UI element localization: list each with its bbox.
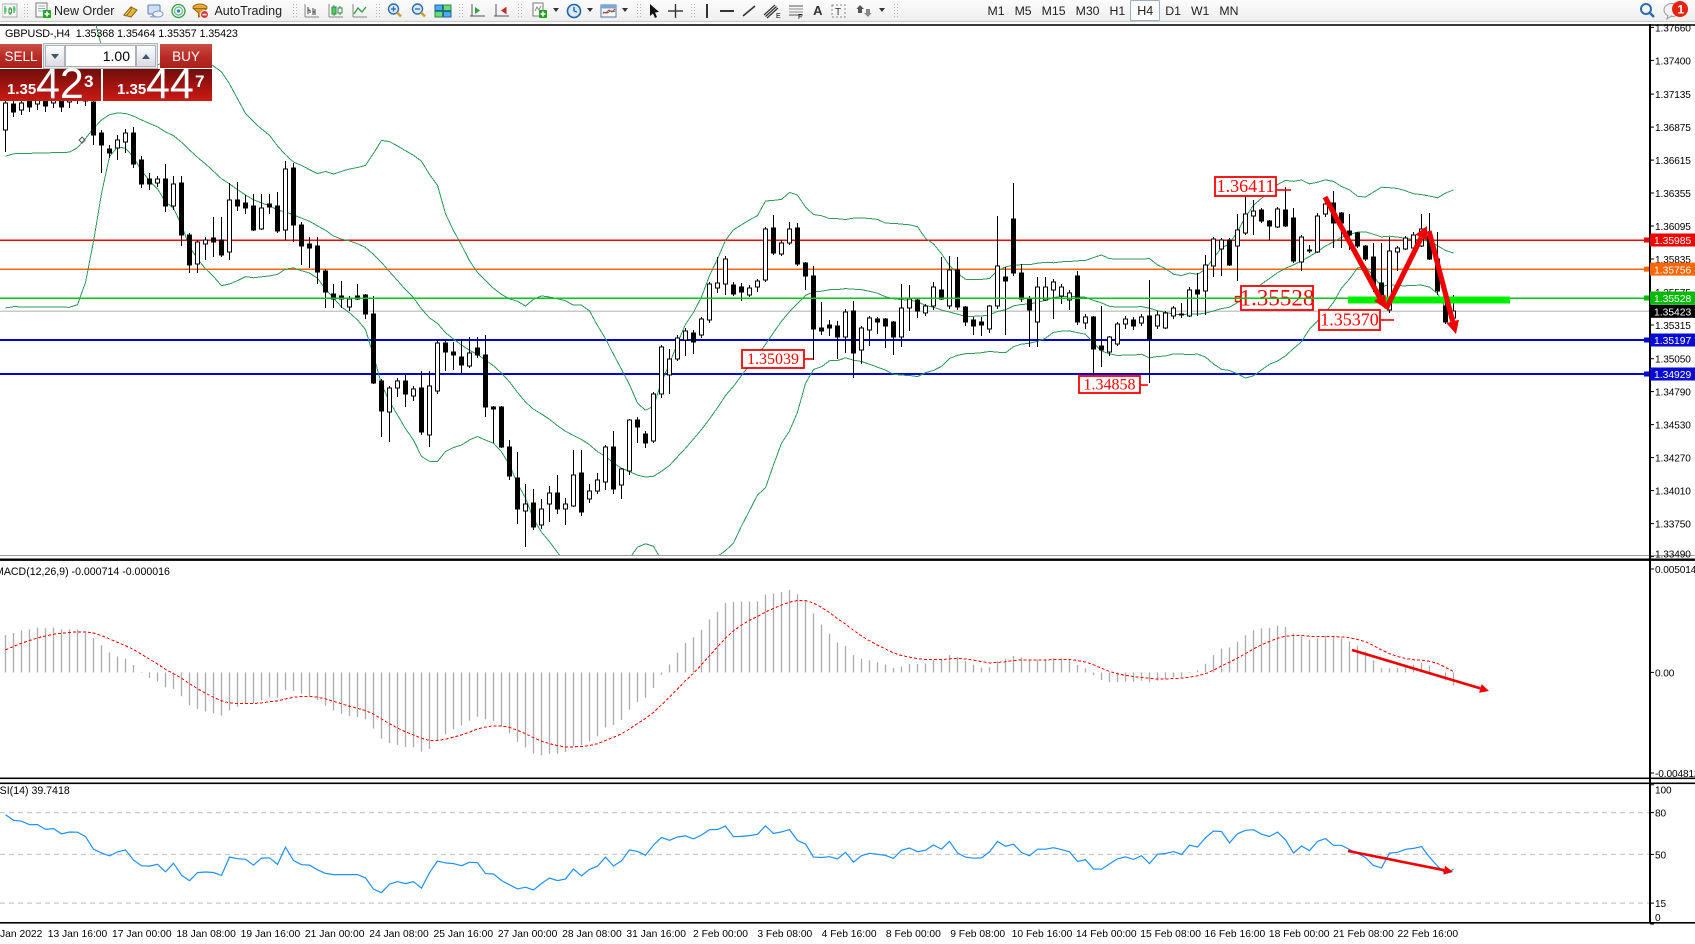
- svg-text:19 Jan 16:00: 19 Jan 16:00: [241, 929, 301, 940]
- svg-text:24 Jan 08:00: 24 Jan 08:00: [369, 929, 429, 940]
- svg-text:1.35370: 1.35370: [1320, 309, 1379, 329]
- svg-text:1.36095: 1.36095: [1655, 222, 1691, 233]
- svg-text:RSI(14) 39.7418: RSI(14) 39.7418: [0, 785, 70, 797]
- svg-text:2 Feb 00:00: 2 Feb 00:00: [693, 929, 748, 940]
- svg-text:1.34929: 1.34929: [1654, 370, 1691, 381]
- svg-text:F: F: [798, 14, 802, 19]
- svg-text:1.33490: 1.33490: [1655, 550, 1691, 561]
- svg-text:1.33750: 1.33750: [1655, 520, 1691, 531]
- svg-text:1.34790: 1.34790: [1655, 388, 1691, 399]
- svg-text:MACD(12,26,9) -0.000714 -0.000: MACD(12,26,9) -0.000714 -0.000016: [0, 566, 170, 578]
- svg-text:1.35985: 1.35985: [1654, 236, 1691, 247]
- svg-text:0.00: 0.00: [1655, 668, 1675, 679]
- svg-text:1.37400: 1.37400: [1655, 56, 1691, 67]
- svg-text:T: T: [835, 7, 841, 18]
- svg-text:16 Feb 16:00: 16 Feb 16:00: [1205, 929, 1266, 940]
- svg-text:0.005014: 0.005014: [1655, 565, 1695, 576]
- svg-text:31 Jan 16:00: 31 Jan 16:00: [626, 929, 686, 940]
- svg-text:1.37135: 1.37135: [1655, 90, 1691, 101]
- svg-text:1.35197: 1.35197: [1654, 336, 1691, 347]
- svg-text:15 Feb 08:00: 15 Feb 08:00: [1140, 929, 1201, 940]
- svg-text:1.37660: 1.37660: [1655, 23, 1691, 34]
- svg-text:21 Feb 08:00: 21 Feb 08:00: [1333, 929, 1394, 940]
- svg-text:1.35756: 1.35756: [1654, 265, 1691, 276]
- svg-text:0: 0: [1655, 913, 1661, 924]
- svg-text:10 Feb 16:00: 10 Feb 16:00: [1012, 929, 1073, 940]
- svg-text:1.35050: 1.35050: [1655, 355, 1691, 366]
- svg-text:4 Feb 16:00: 4 Feb 16:00: [822, 929, 877, 940]
- svg-text:15: 15: [1655, 899, 1667, 910]
- svg-text:1.35528: 1.35528: [1654, 294, 1691, 305]
- svg-text:25 Jan 16:00: 25 Jan 16:00: [434, 929, 494, 940]
- svg-text:1.36355: 1.36355: [1655, 189, 1691, 200]
- svg-text:1.35315: 1.35315: [1655, 321, 1691, 332]
- svg-text:18 Feb 00:00: 18 Feb 00:00: [1269, 929, 1330, 940]
- svg-text:13 Jan 16:00: 13 Jan 16:00: [48, 929, 108, 940]
- svg-text:1.35039: 1.35039: [747, 351, 799, 368]
- svg-text:1.36875: 1.36875: [1655, 123, 1691, 134]
- svg-text:27 Jan 00:00: 27 Jan 00:00: [498, 929, 558, 940]
- svg-text:1.36615: 1.36615: [1655, 156, 1691, 167]
- svg-text:1.34270: 1.34270: [1655, 454, 1691, 465]
- svg-text:1.35423: 1.35423: [1654, 308, 1691, 319]
- svg-text:22 Feb 16:00: 22 Feb 16:00: [1397, 929, 1458, 940]
- svg-text:1.36411: 1.36411: [1217, 176, 1275, 196]
- svg-text:1: 1: [1678, 2, 1685, 16]
- svg-text:8 Feb 00:00: 8 Feb 00:00: [886, 929, 941, 940]
- svg-text:100: 100: [1655, 786, 1672, 797]
- svg-text:1.35835: 1.35835: [1655, 255, 1691, 266]
- svg-text:80: 80: [1655, 809, 1667, 820]
- svg-text:Jan 2022: Jan 2022: [0, 929, 43, 940]
- svg-text:50: 50: [1655, 850, 1667, 861]
- svg-text:21 Jan 00:00: 21 Jan 00:00: [305, 929, 365, 940]
- svg-text:9 Feb 08:00: 9 Feb 08:00: [950, 929, 1005, 940]
- svg-text:1.34010: 1.34010: [1655, 487, 1691, 498]
- svg-text:17 Jan 00:00: 17 Jan 00:00: [112, 929, 172, 940]
- svg-text:1.34530: 1.34530: [1655, 421, 1691, 432]
- svg-text:3 Feb 08:00: 3 Feb 08:00: [757, 929, 812, 940]
- svg-text:28 Jan 08:00: 28 Jan 08:00: [562, 929, 622, 940]
- svg-text:18 Jan 08:00: 18 Jan 08:00: [176, 929, 236, 940]
- svg-text:1.34858: 1.34858: [1084, 376, 1136, 393]
- svg-text:E: E: [776, 13, 781, 19]
- svg-text:14 Feb 00:00: 14 Feb 00:00: [1076, 929, 1137, 940]
- svg-text:-0.004812: -0.004812: [1655, 769, 1695, 780]
